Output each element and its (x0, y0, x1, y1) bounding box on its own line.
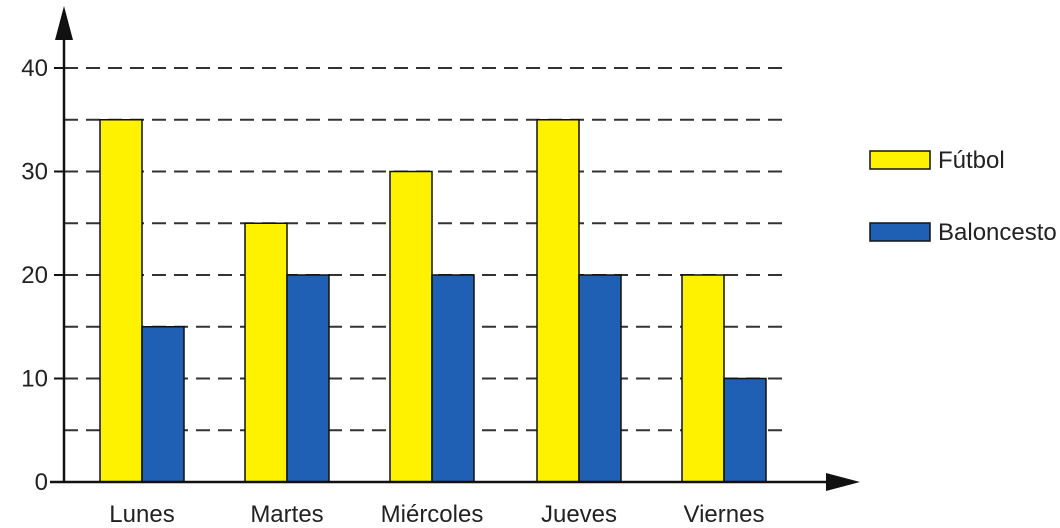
legend-swatch (869, 222, 931, 242)
bar-baloncesto-miércoles (431, 274, 475, 483)
bars (99, 119, 767, 483)
x-category-label: Martes (250, 501, 323, 528)
x-labels: Lunes Martes Miércoles Jueves Viernes (109, 501, 764, 528)
bar-futbol-jueves (536, 119, 580, 483)
axes (50, 6, 860, 491)
bar-futbol-lunes (99, 119, 143, 483)
x-category-label: Jueves (541, 501, 617, 528)
bar-baloncesto-viernes (723, 377, 767, 483)
legend-swatch (869, 150, 931, 170)
bar-futbol-martes (244, 222, 288, 483)
y-ticks: 0 10 20 30 40 (21, 55, 64, 496)
bar-baloncesto-martes (286, 274, 330, 483)
y-tick-label: 40 (21, 55, 48, 82)
y-axis-arrow (55, 6, 73, 40)
x-category-label: Lunes (109, 501, 174, 528)
x-category-label: Miércoles (381, 501, 484, 528)
y-tick-label: 30 (21, 159, 48, 186)
legend-label: Fútbol (938, 147, 1005, 174)
bar-baloncesto-jueves (578, 274, 622, 483)
x-category-label: Viernes (684, 501, 765, 528)
bar-baloncesto-lunes (141, 326, 185, 483)
legend: Fútbol Baloncesto (869, 147, 1057, 246)
x-axis-arrow (826, 473, 860, 491)
y-tick-label: 20 (21, 262, 48, 289)
y-tick-label: 10 (21, 366, 48, 393)
bar-futbol-miércoles (389, 170, 433, 483)
y-tick-label: 0 (35, 469, 48, 496)
legend-label: Baloncesto (938, 219, 1057, 246)
bar-futbol-viernes (681, 274, 725, 483)
